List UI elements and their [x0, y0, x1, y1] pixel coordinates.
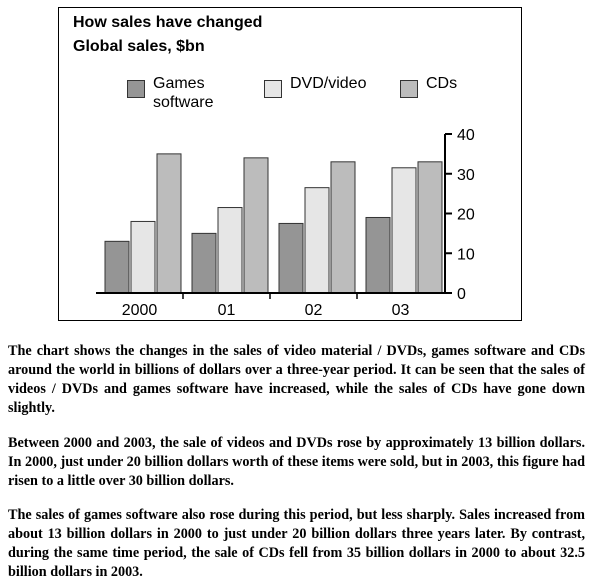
y-tick-label-10: 10: [457, 246, 475, 263]
bar-cds-01: [243, 157, 269, 294]
chart-panel: How sales have changed Global sales, $bn…: [58, 7, 522, 321]
legend-swatch-dvd: [264, 80, 282, 98]
x-tick-label-02: 02: [305, 302, 323, 319]
y-tick-label-40: 40: [457, 127, 475, 144]
y-tick-label-30: 30: [457, 167, 475, 184]
paragraph-summary: The chart shows the changes in the sales…: [8, 343, 585, 416]
bar-games-01: [191, 232, 217, 294]
chart-title: How sales have changed: [73, 14, 263, 31]
bar-games-02: [278, 222, 304, 294]
bar-chart-plot: 2000 01 02 03 0 10 20 30 40: [96, 127, 475, 319]
paragraph-games-cds-sales: The sales of games software also rose du…: [8, 507, 585, 580]
legend-swatch-cds: [400, 80, 418, 98]
bar-games-2000: [104, 240, 130, 294]
legend-label-dvd: DVD/video: [290, 75, 367, 92]
bar-dvd-02: [304, 187, 330, 294]
legend-item-dvd: DVD/video: [264, 74, 380, 98]
bar-games-03: [365, 216, 391, 294]
legend-item-games: Games software: [127, 74, 243, 112]
bar-dvd-03: [391, 167, 417, 294]
bar-dvd-01: [217, 207, 243, 294]
chart-subtitle: Global sales, $bn: [73, 38, 205, 55]
y-tick-label-0: 0: [457, 286, 466, 303]
bar-dvd-2000: [130, 220, 156, 294]
x-tick-label-03: 03: [392, 302, 410, 319]
legend-label-cds: CDs: [426, 75, 458, 92]
y-tick-label-20: 20: [457, 207, 475, 224]
legend-swatch-games: [127, 80, 145, 98]
legend-item-cds: CDs: [400, 74, 516, 98]
x-tick-label-2000: 2000: [122, 302, 158, 319]
bar-cds-03: [417, 161, 443, 294]
paragraph-dvd-sales: Between 2000 and 2003, the sale of video…: [8, 435, 585, 489]
x-tick-label-01: 01: [218, 302, 236, 319]
legend-label-games: Games software: [153, 75, 214, 111]
bar-cds-02: [330, 161, 356, 294]
bar-cds-2000: [156, 153, 182, 294]
